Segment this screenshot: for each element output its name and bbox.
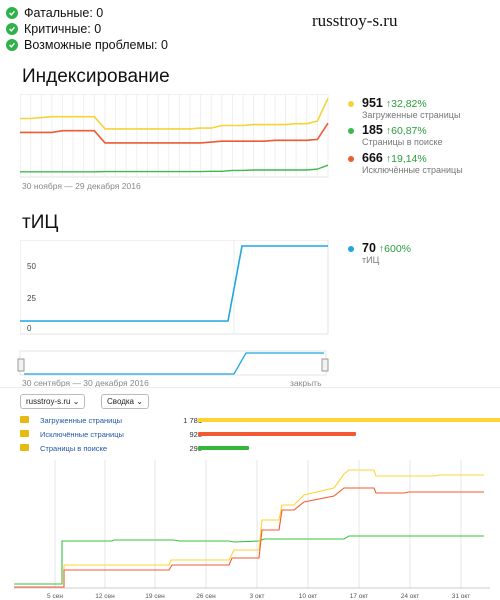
- indexing-search-line: [20, 164, 329, 173]
- legend-dot-icon: [348, 156, 354, 162]
- chevron-down-icon: ⌄: [136, 397, 143, 406]
- row-bar: [198, 418, 500, 422]
- list-item[interactable]: Загруженные страницы 1 781: [20, 414, 500, 428]
- indexing-excluded-line: [20, 122, 329, 144]
- tic-chart: [20, 240, 329, 335]
- x-tick-label: 12 сен: [95, 593, 115, 600]
- check-circle-icon: [6, 7, 18, 19]
- site-select[interactable]: russtroy-s.ru ⌄: [20, 394, 86, 409]
- site-title: russtroy-s.ru: [312, 11, 398, 30]
- legend-loaded-label: Загруженные страницы: [362, 110, 461, 120]
- x-tick-label: 24 окт: [401, 593, 420, 600]
- pages-loaded-line: [14, 469, 484, 588]
- legend-tic-value: 70: [362, 241, 376, 255]
- divider: [0, 387, 500, 388]
- bar-chart-icon: [20, 444, 29, 451]
- row-value: 928: [189, 430, 202, 439]
- range-navigator[interactable]: [16, 345, 332, 377]
- range-handle-right[interactable]: [321, 358, 329, 372]
- list-item[interactable]: Страницы в поиске 298: [20, 442, 490, 456]
- chevron-down-icon: ⌄: [72, 397, 80, 406]
- tic-line: [20, 245, 328, 322]
- bar-chart-icon: [20, 430, 29, 437]
- indexing-chart: [20, 94, 329, 178]
- row-value: 1 781: [183, 416, 202, 425]
- legend-dot-icon: [348, 246, 354, 252]
- check-circle-icon: [6, 39, 18, 51]
- row-bar: [198, 432, 357, 436]
- range-handle-left[interactable]: [17, 358, 25, 372]
- legend-search-value: 185: [362, 123, 383, 137]
- status-critical-label: Критичные: 0: [24, 22, 102, 36]
- legend-dot-icon: [348, 101, 354, 107]
- row-label: Страницы в поиске: [40, 444, 108, 453]
- legend-tic-label: тИЦ: [362, 255, 380, 265]
- legend-search-label: Страницы в поиске: [362, 137, 443, 147]
- pages-excluded-line: [14, 487, 484, 588]
- tic-title: тИЦ: [22, 212, 59, 233]
- pages-search-line: [14, 535, 484, 585]
- legend-loaded-delta: ↑32,82%: [385, 98, 427, 110]
- indexing-title: Индексирование: [22, 66, 170, 87]
- list-item[interactable]: Исключённые страницы 928: [20, 428, 490, 442]
- tic-y-tick: 0: [27, 324, 32, 333]
- x-tick-label: 17 окт: [350, 593, 369, 600]
- x-tick-label: 5 сен: [47, 593, 63, 600]
- indexing-loaded-line: [20, 97, 329, 130]
- view-select-value: Сводка: [107, 397, 135, 406]
- legend-excluded-label: Исключённые страницы: [362, 165, 463, 175]
- row-label: Загруженные страницы: [40, 416, 123, 425]
- legend-search-delta: ↑60,87%: [385, 125, 427, 137]
- legend-dot-icon: [348, 128, 354, 134]
- x-tick-label: 31 окт: [452, 593, 471, 600]
- indexing-date-range: 30 ноября — 29 декабря 2016: [22, 181, 141, 191]
- view-select[interactable]: Сводка ⌄: [101, 394, 149, 409]
- legend-excluded-value: 666: [362, 151, 383, 165]
- row-label: Исключённые страницы: [40, 430, 124, 439]
- x-tick-label: 10 окт: [299, 593, 318, 600]
- legend-loaded-value: 951: [362, 96, 383, 110]
- status-fatal: Фатальные: 0: [6, 6, 103, 20]
- x-tick-label: 26 сен: [196, 593, 216, 600]
- tic-date-range: 30 сентября — 30 декабря 2016: [22, 378, 149, 388]
- status-fatal-label: Фатальные: 0: [24, 6, 104, 20]
- site-select-value: russtroy-s.ru: [26, 397, 71, 406]
- row-value: 298: [189, 444, 202, 453]
- status-possible: Возможные проблемы: 0: [6, 38, 168, 52]
- status-critical: Критичные: 0: [6, 22, 101, 36]
- row-bar: [198, 446, 249, 450]
- x-tick-label: 19 сен: [145, 593, 165, 600]
- pages-chart: 5 сен 12 сен 19 сен 26 сен 3 окт 10 окт 17 окт…: [14, 460, 490, 600]
- status-possible-label: Возможные проблемы: 0: [24, 38, 168, 52]
- legend-excluded-delta: ↑19,14%: [385, 153, 427, 165]
- tic-y-tick: 25: [27, 294, 36, 303]
- legend-tic-delta: ↑600%: [378, 243, 412, 255]
- close-link[interactable]: закрыть: [290, 378, 322, 388]
- x-tick-label: 3 окт: [250, 593, 265, 600]
- check-circle-icon: [6, 23, 18, 35]
- tic-y-tick: 50: [27, 262, 36, 271]
- bar-chart-icon: [20, 416, 29, 423]
